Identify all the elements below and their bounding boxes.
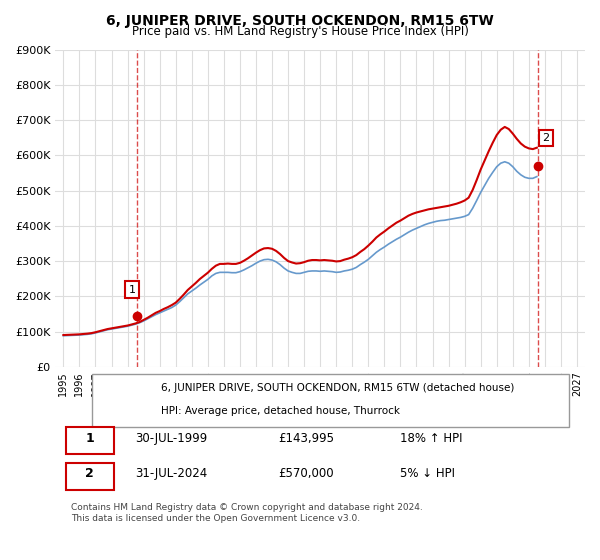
Text: Price paid vs. HM Land Registry's House Price Index (HPI): Price paid vs. HM Land Registry's House … — [131, 25, 469, 38]
FancyBboxPatch shape — [66, 427, 113, 454]
Text: 18% ↑ HPI: 18% ↑ HPI — [400, 432, 462, 445]
Text: Contains HM Land Registry data © Crown copyright and database right 2024.
This d: Contains HM Land Registry data © Crown c… — [71, 503, 423, 522]
Text: £570,000: £570,000 — [278, 467, 334, 480]
Text: 30-JUL-1999: 30-JUL-1999 — [135, 432, 207, 445]
Text: £143,995: £143,995 — [278, 432, 334, 445]
Text: 6, JUNIPER DRIVE, SOUTH OCKENDON, RM15 6TW (detached house): 6, JUNIPER DRIVE, SOUTH OCKENDON, RM15 6… — [161, 383, 515, 393]
Text: HPI: Average price, detached house, Thurrock: HPI: Average price, detached house, Thur… — [161, 407, 400, 416]
FancyBboxPatch shape — [66, 463, 113, 490]
Text: 31-JUL-2024: 31-JUL-2024 — [135, 467, 207, 480]
FancyBboxPatch shape — [92, 374, 569, 427]
Text: 2: 2 — [85, 467, 94, 480]
Text: 1: 1 — [128, 284, 136, 295]
Text: 5% ↓ HPI: 5% ↓ HPI — [400, 467, 455, 480]
Text: 1: 1 — [85, 432, 94, 445]
Text: 6, JUNIPER DRIVE, SOUTH OCKENDON, RM15 6TW: 6, JUNIPER DRIVE, SOUTH OCKENDON, RM15 6… — [106, 14, 494, 28]
Text: 2: 2 — [542, 133, 550, 143]
